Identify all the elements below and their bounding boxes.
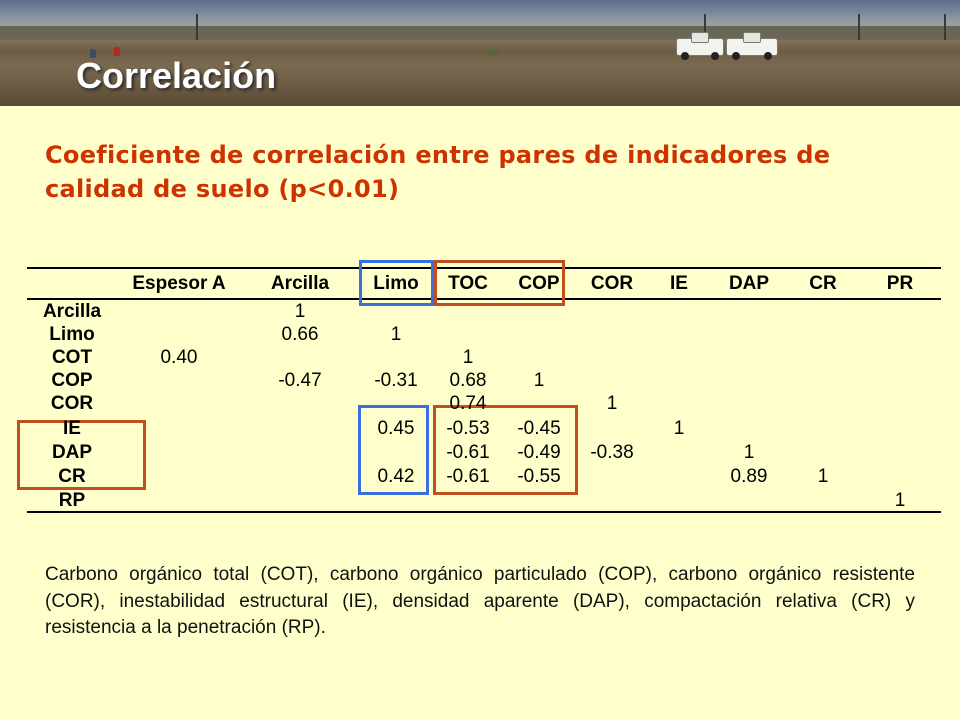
row-label: COT [51, 347, 93, 368]
table-cell: 0.89 [730, 466, 768, 487]
table-header-rule [27, 298, 941, 300]
table-cell: 1 [390, 324, 402, 345]
row-label: COR [50, 393, 94, 414]
limo-values-highlight [358, 405, 429, 495]
table-top-rule [27, 267, 941, 269]
column-header: Limo [373, 273, 419, 294]
column-header: COP [518, 273, 560, 294]
toc-cop-values-highlight [433, 405, 578, 495]
treeline [0, 26, 960, 40]
row-label: RP [58, 490, 86, 511]
table-cell: -0.47 [278, 370, 322, 391]
column-header: IE [670, 273, 688, 294]
table-cell: 0.66 [281, 324, 319, 345]
table-cell: 1 [533, 370, 545, 391]
table-cell: -0.53 [446, 418, 490, 439]
person-figure [90, 49, 96, 58]
table-cell: 1 [673, 418, 685, 439]
row-label: Arcilla [42, 301, 102, 322]
column-header: Espesor A [132, 273, 226, 294]
table-cell: -0.31 [374, 370, 418, 391]
utility-pole [704, 14, 706, 40]
table-cell: -0.55 [517, 466, 561, 487]
utility-pole [944, 14, 946, 40]
table-cell: 1 [894, 490, 906, 511]
column-header: TOC [448, 273, 488, 294]
row-label: Limo [49, 324, 95, 345]
table-cell: 0.42 [377, 466, 415, 487]
row-label: IE [63, 418, 81, 439]
table-bottom-rule [27, 511, 941, 513]
field-photo-banner: Correlación [0, 0, 960, 106]
limo-column-highlight [359, 260, 434, 306]
table-cell: -0.45 [517, 418, 561, 439]
table-cell: 1 [606, 393, 618, 414]
table-cell: 0.40 [160, 347, 198, 368]
table-cell: 1 [817, 466, 829, 487]
pickup-truck [676, 32, 724, 60]
correlation-table: Espesor A Arcilla Limo TOC COP COR IE DAP CR PR A… [17, 260, 941, 517]
utility-pole [196, 14, 198, 40]
row-label: DAP [51, 442, 93, 463]
toc-cop-header-highlight [434, 260, 565, 306]
person-figure [114, 47, 120, 56]
table-cell: 0.68 [449, 370, 487, 391]
table-cell: -0.61 [446, 466, 490, 487]
pickup-truck [726, 32, 778, 60]
abbreviation-footnote: Carbono orgánico total (COT), carbono or… [45, 564, 915, 638]
row-label: CR [58, 466, 86, 487]
utility-pole [858, 14, 860, 40]
slide-subtitle: Coeficiente de correlación entre pares d… [45, 141, 831, 203]
table-cell: -0.38 [590, 442, 634, 463]
equipment-bag [488, 50, 498, 55]
column-header: PR [886, 273, 914, 294]
table-cell: -0.61 [446, 442, 490, 463]
table-cell: -0.49 [517, 442, 561, 463]
column-header: DAP [728, 273, 770, 294]
column-header: COR [590, 273, 634, 294]
table-cell: 0.74 [449, 393, 487, 414]
column-header: Arcilla [270, 273, 330, 294]
column-header: CR [809, 273, 837, 294]
table-cell: 1 [294, 301, 306, 322]
table-cell: 0.45 [377, 418, 415, 439]
table-cell: 1 [462, 347, 474, 368]
table-cell: 1 [743, 442, 755, 463]
row-label: COP [51, 370, 93, 391]
slide-title: Correlación [76, 55, 277, 96]
ie-dap-cr-rows-highlight [17, 420, 146, 490]
